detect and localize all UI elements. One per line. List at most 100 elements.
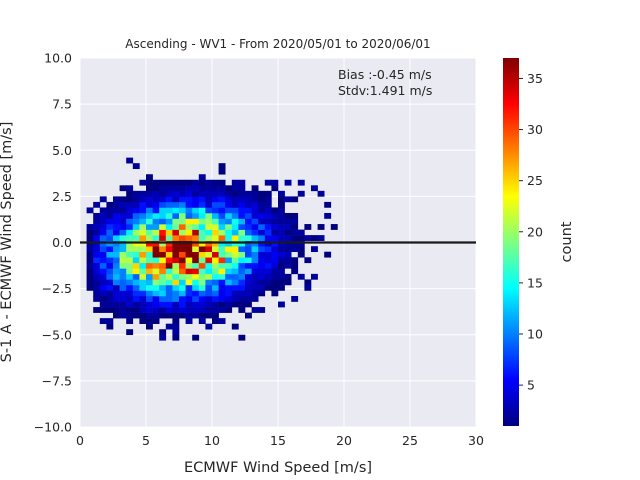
heatmap-cell xyxy=(139,268,147,275)
heatmap-cell xyxy=(119,207,127,214)
heatmap-cell xyxy=(172,185,180,192)
heatmap-cell xyxy=(126,212,134,219)
heatmap-cell xyxy=(192,246,200,253)
heatmap-cell xyxy=(185,251,193,258)
heatmap-cell xyxy=(271,185,279,192)
heatmap-cell xyxy=(264,196,272,203)
bias-annotation: Bias :-0.45 m/s xyxy=(338,67,432,82)
heatmap-cell xyxy=(212,268,219,275)
heatmap-cell xyxy=(113,235,120,241)
heatmap-cell xyxy=(245,279,252,286)
heatmap-cell xyxy=(198,212,206,219)
heatmap-cell xyxy=(159,218,167,225)
heatmap-cell xyxy=(297,229,305,236)
heatmap-cell xyxy=(245,296,252,302)
heatmap-cell xyxy=(165,257,173,264)
heatmap-cell xyxy=(159,235,167,241)
heatmap-cell xyxy=(172,329,180,336)
heatmap-cell xyxy=(291,196,299,203)
heatmap-cell xyxy=(146,323,153,330)
heatmap-cell xyxy=(264,235,272,241)
heatmap-cell xyxy=(238,279,246,286)
heatmap-cell xyxy=(264,224,272,230)
heatmap-cell xyxy=(278,235,285,241)
heatmap-cell xyxy=(238,284,246,291)
heatmap-cell xyxy=(93,212,101,219)
heatmap-cell xyxy=(264,279,272,286)
heatmap-cell xyxy=(93,290,101,297)
heatmap-cell xyxy=(179,279,186,286)
heatmap-cell xyxy=(264,262,272,269)
heatmap-cell xyxy=(126,268,134,275)
heatmap-cell xyxy=(93,296,101,302)
heatmap-cell xyxy=(258,290,266,297)
heatmap-cell xyxy=(264,251,272,258)
heatmap-cell xyxy=(212,251,219,258)
heatmap-cell xyxy=(245,190,252,197)
heatmap-cell xyxy=(271,268,279,275)
heatmap-cell xyxy=(271,284,279,291)
heatmap-cell xyxy=(212,201,219,208)
heatmap-cell xyxy=(119,201,127,208)
heatmap-cell xyxy=(231,190,239,197)
heatmap-cell xyxy=(238,185,246,192)
heatmap-cell xyxy=(205,262,213,269)
heatmap-cell xyxy=(258,218,266,225)
heatmap-cell xyxy=(198,224,206,230)
heatmap-cell xyxy=(218,224,226,230)
heatmap-cell xyxy=(165,301,173,308)
heatmap-cell xyxy=(218,196,226,203)
heatmap-cell xyxy=(192,273,200,280)
heatmap-cell xyxy=(172,290,180,297)
heatmap-cell xyxy=(304,224,312,230)
heatmap-cell xyxy=(212,284,219,291)
heatmap-cell xyxy=(165,185,173,192)
heatmap-cell xyxy=(152,201,160,208)
heatmap-cell xyxy=(146,307,153,313)
heatmap-cell xyxy=(225,279,233,286)
heatmap-cell xyxy=(146,212,153,219)
heatmap-cell xyxy=(86,235,94,241)
heatmap-cell xyxy=(205,312,213,319)
heatmap-cell xyxy=(93,201,101,208)
heatmap-cell xyxy=(231,196,239,203)
heatmap-cell xyxy=(179,301,186,308)
heatmap-cell xyxy=(238,273,246,280)
heatmap-cell xyxy=(146,318,153,324)
heatmap-cell xyxy=(192,262,200,269)
heatmap-cell xyxy=(119,312,127,319)
heatmap-cell xyxy=(238,307,246,313)
heatmap-cell xyxy=(139,301,147,308)
heatmap-cell xyxy=(152,301,160,308)
heatmap-cell xyxy=(172,273,180,280)
heatmap-cell xyxy=(106,307,114,313)
heatmap-cell xyxy=(231,290,239,297)
heatmap-cell xyxy=(205,290,213,297)
heatmap-cell xyxy=(304,284,312,291)
heatmap-cell xyxy=(218,251,226,258)
heatmap-cell xyxy=(258,235,266,241)
heatmap-cell xyxy=(212,229,219,236)
heatmap-cell xyxy=(159,268,167,275)
heatmap-cell xyxy=(165,323,173,330)
heatmap-cell xyxy=(238,257,246,264)
heatmap-cell xyxy=(218,284,226,291)
heatmap-cell xyxy=(245,246,252,253)
heatmap-cell xyxy=(132,229,140,236)
heatmap-cell xyxy=(238,201,246,208)
heatmap-cell xyxy=(245,224,252,230)
heatmap-cell xyxy=(93,273,101,280)
heatmap-cell xyxy=(212,290,219,297)
heatmap-cell xyxy=(238,296,246,302)
heatmap-cell xyxy=(251,268,259,275)
heatmap-cell xyxy=(139,190,147,197)
heatmap-cell xyxy=(231,212,239,219)
heatmap-cell xyxy=(119,284,127,291)
x-axis-label: ECMWF Wind Speed [m/s] xyxy=(184,460,372,476)
heatmap-cell xyxy=(99,296,107,302)
heatmap-cell xyxy=(185,318,193,324)
heatmap-cell xyxy=(225,290,233,297)
heatmap-cell xyxy=(152,251,160,258)
heatmap-cell xyxy=(198,246,206,253)
heatmap-cell xyxy=(225,224,233,230)
